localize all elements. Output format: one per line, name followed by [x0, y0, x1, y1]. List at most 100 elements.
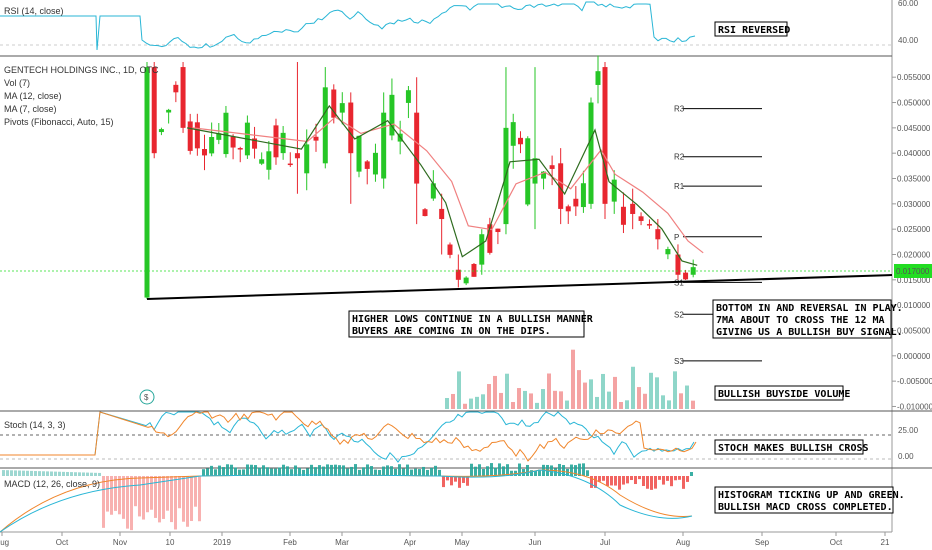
candle-body[interactable] [655, 229, 661, 240]
candle-body[interactable] [487, 224, 493, 253]
candle-body[interactable] [209, 137, 215, 154]
macd-histogram-bar [434, 465, 437, 476]
macd-histogram-bar [194, 476, 197, 507]
candle-body[interactable] [558, 163, 564, 209]
candle-body[interactable] [646, 224, 652, 226]
candle-body[interactable] [372, 152, 378, 175]
macd-histogram-bar [210, 465, 213, 476]
candle-body[interactable] [541, 171, 547, 179]
candle-body[interactable] [166, 109, 172, 113]
note-buyside-volume[interactable]: BULLISH BUYSIDE VOLUME [714, 385, 850, 401]
candle-body[interactable] [151, 67, 157, 154]
macd-histogram-bar [10, 470, 13, 476]
support-trendline[interactable] [146, 274, 893, 300]
candle-body[interactable] [280, 132, 286, 154]
macd-histogram-bar [430, 467, 433, 476]
candle-body[interactable] [313, 136, 319, 141]
candle-body[interactable] [194, 122, 200, 149]
candle-body[interactable] [364, 161, 370, 169]
macd-histogram-bar [286, 466, 289, 476]
macd-histogram-bar [322, 466, 325, 476]
candle-body[interactable] [180, 67, 186, 128]
candle-body[interactable] [287, 163, 293, 166]
candle-body[interactable] [273, 125, 279, 158]
macd-histogram-bar [598, 476, 601, 482]
candle-body[interactable] [266, 151, 272, 170]
current-price-label: 0.017000 [896, 267, 930, 276]
volume-bar [493, 375, 497, 409]
candle-body[interactable] [479, 234, 485, 265]
candle-body[interactable] [588, 102, 594, 204]
candle-body[interactable] [202, 149, 208, 156]
macd-histogram-bar [106, 476, 109, 512]
note-stoch-cross[interactable]: STOCH MAKES BULLISH CROSS [714, 439, 869, 455]
time-axis-label: Aug [0, 538, 9, 547]
candle-body[interactable] [580, 183, 586, 208]
candle-body[interactable] [405, 90, 411, 103]
candle-body[interactable] [216, 133, 222, 140]
macd-histogram-bar [422, 466, 425, 476]
macd-histogram-bar [46, 471, 49, 476]
note-higher-lows[interactable]: HIGHER LOWS CONTINUE IN A BULLISH MANNER… [348, 310, 594, 338]
candle-body[interactable] [389, 94, 395, 136]
candle-body[interactable] [495, 228, 501, 233]
candle-body[interactable] [158, 129, 164, 133]
candle-body[interactable] [620, 206, 626, 225]
price-axis-label: 0.055000 [897, 73, 931, 82]
note-macd[interactable]: HISTOGRAM TICKING UP AND GREEN. BULLISH … [714, 486, 905, 514]
candle-body[interactable] [602, 67, 608, 204]
pivot-label-s2: S2 [674, 310, 684, 319]
volume-bar [595, 396, 599, 409]
candle-body[interactable] [611, 179, 617, 202]
macd-histogram-bar [314, 467, 317, 476]
candle-body[interactable] [549, 165, 555, 169]
candle-body[interactable] [304, 144, 310, 174]
candle-body[interactable] [348, 102, 354, 154]
dividend-marker-icon[interactable] [139, 389, 155, 405]
candle-body[interactable] [471, 263, 477, 277]
candle-body[interactable] [144, 67, 150, 298]
candle-body[interactable] [173, 84, 179, 93]
candle-body[interactable] [294, 153, 300, 159]
price-axis-label: 0.005000 [897, 326, 931, 335]
candle-body[interactable] [447, 244, 453, 255]
note-bottom-in-line2: 7MA ABOUT TO CROSS THE 12 MA [716, 315, 885, 326]
candle-body[interactable] [439, 208, 445, 220]
candle-body[interactable] [532, 158, 538, 184]
note-rsi-reversed[interactable]: RSI REVERSED [714, 21, 790, 37]
candle-body[interactable] [595, 71, 601, 85]
candle-body[interactable] [223, 112, 229, 155]
candle-body[interactable] [517, 137, 523, 145]
candle-body[interactable] [230, 136, 236, 148]
candle-body[interactable] [252, 138, 258, 149]
candle-body[interactable] [565, 206, 571, 212]
candle-body[interactable] [675, 254, 681, 275]
candle-body[interactable] [630, 203, 636, 214]
candle-body[interactable] [463, 277, 469, 284]
candle-body[interactable] [430, 183, 436, 199]
candle-body[interactable] [414, 112, 420, 184]
candle-body[interactable] [455, 269, 461, 280]
candle-body[interactable] [331, 89, 337, 118]
candle-body[interactable] [381, 112, 387, 179]
candle-body[interactable] [259, 159, 265, 164]
macd-histogram-bar [250, 464, 253, 476]
candle-body[interactable] [665, 249, 671, 255]
candle-body[interactable] [510, 122, 516, 146]
candle-body[interactable] [187, 121, 193, 151]
candle-body[interactable] [339, 103, 345, 113]
macd-histogram-bar [642, 476, 645, 486]
macd-histogram-bar [354, 464, 357, 476]
candle-body[interactable] [683, 272, 689, 280]
candle-body[interactable] [356, 135, 362, 172]
candle-body[interactable] [237, 148, 243, 150]
macd-histogram-bar [678, 476, 681, 480]
vol-legend: Vol (7) [4, 78, 30, 88]
candle-body[interactable] [525, 138, 531, 205]
candle-body[interactable] [422, 209, 428, 217]
note-bottom-in[interactable]: BOTTOM IN AND REVERSAL IN PLAY. 7MA ABOU… [712, 299, 903, 339]
candle-body[interactable] [573, 198, 579, 207]
macd-line [0, 469, 693, 533]
candle-body[interactable] [638, 216, 644, 221]
